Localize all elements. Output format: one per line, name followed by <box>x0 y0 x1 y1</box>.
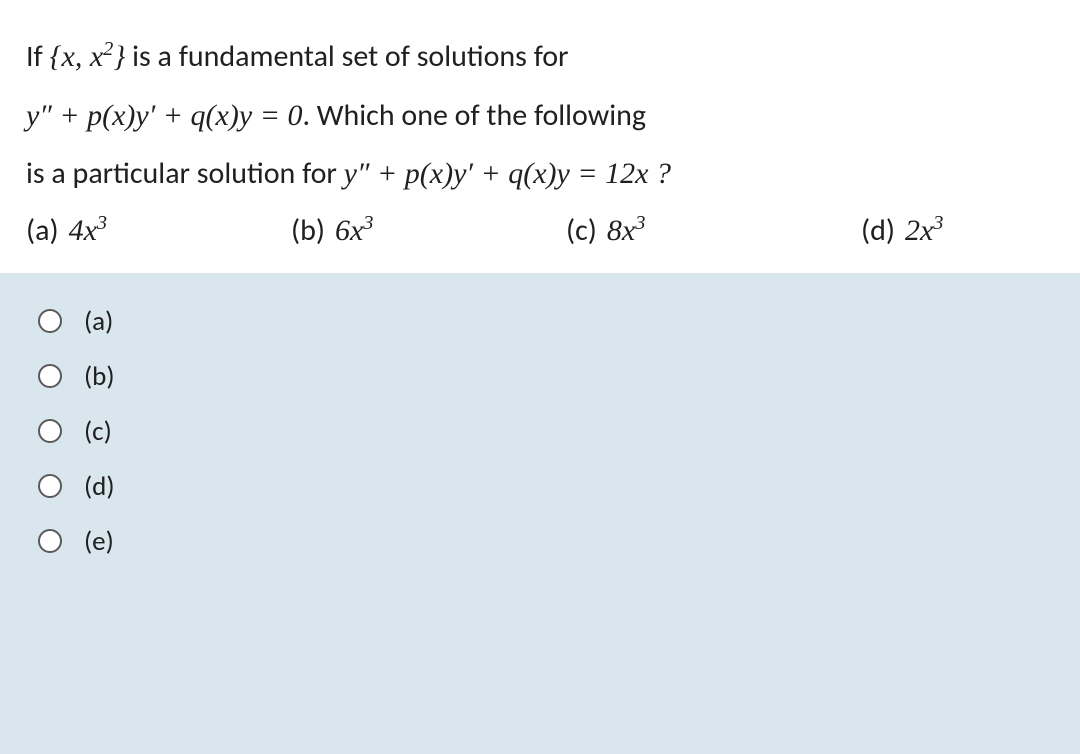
text-is-fundamental: is a fundamental set of solutions for <box>125 38 568 75</box>
options-area: (a) (b) (c) (d) (e) <box>0 273 1080 568</box>
answer-b: (b) 6x3 <box>291 212 566 249</box>
inline-answers: (a) 4x3 (b) 6x3 (c) 8x3 (d) 2x3 <box>26 212 1058 249</box>
answer-b-expr: 6x3 <box>335 214 374 248</box>
radio-icon[interactable] <box>38 309 62 333</box>
answer-c-expr: 8x3 <box>607 214 646 248</box>
option-e[interactable]: (e) <box>38 525 1042 558</box>
option-c-label: (c) <box>84 415 112 448</box>
radio-icon[interactable] <box>38 529 62 553</box>
option-c[interactable]: (c) <box>38 415 1042 448</box>
answer-a-expr: 4x3 <box>69 214 108 248</box>
eq1: y″ + p(x)y′ + q(x)y = 0 <box>26 99 302 132</box>
option-a[interactable]: (a) <box>38 305 1042 338</box>
answer-a: (a) 4x3 <box>26 212 291 249</box>
text-particular: is a particular solution for <box>26 155 344 192</box>
question-box: If {x, x2} is a fundamental set of solut… <box>0 0 1080 273</box>
option-d[interactable]: (d) <box>38 470 1042 503</box>
question-line-3: is a particular solution for y″ + p(x)y′… <box>26 145 1058 204</box>
option-b-label: (b) <box>84 360 115 393</box>
answer-d-label: (d) <box>861 212 895 249</box>
radio-icon[interactable] <box>38 419 62 443</box>
set-expr: {x, x2} <box>50 40 126 73</box>
option-b[interactable]: (b) <box>38 360 1042 393</box>
question-line-1: If {x, x2} is a fundamental set of solut… <box>26 28 1058 87</box>
answer-d-expr: 2x3 <box>905 214 944 248</box>
option-d-label: (d) <box>84 470 115 503</box>
answer-a-label: (a) <box>26 212 59 249</box>
text-if: If <box>26 38 50 75</box>
question-line-2: y″ + p(x)y′ + q(x)y = 0. Which one of th… <box>26 87 1058 146</box>
answer-c-label: (c) <box>566 212 597 249</box>
answer-c: (c) 8x3 <box>566 212 861 249</box>
text-which-one: . Which one of the following <box>302 97 646 134</box>
option-a-label: (a) <box>84 305 113 338</box>
option-e-label: (e) <box>84 525 114 558</box>
radio-icon[interactable] <box>38 474 62 498</box>
radio-icon[interactable] <box>38 364 62 388</box>
answer-d: (d) 2x3 <box>861 212 944 249</box>
answer-b-label: (b) <box>291 212 325 249</box>
eq2: y″ + p(x)y′ + q(x)y = 12x ? <box>344 157 671 190</box>
